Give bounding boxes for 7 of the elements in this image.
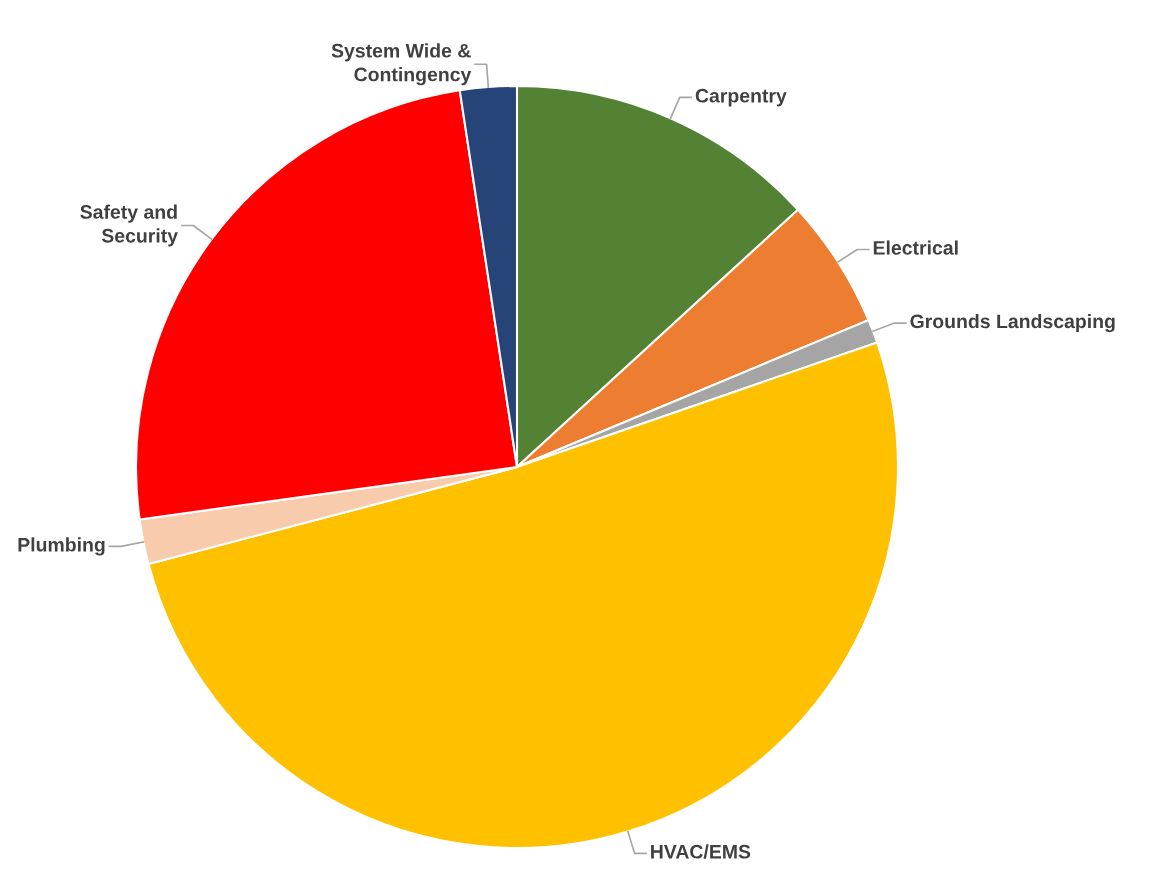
slice-label: HVAC/EMS <box>651 844 751 859</box>
slice-label: Electrical <box>873 240 958 255</box>
slice-label: Plumbing <box>18 537 105 556</box>
slice-label: Safety and Security <box>80 204 178 247</box>
slice-label: Grounds Landscaping <box>910 313 1115 333</box>
slice-label: System Wide & Contingency <box>331 43 472 86</box>
slice-label: Carpentry <box>695 88 787 107</box>
